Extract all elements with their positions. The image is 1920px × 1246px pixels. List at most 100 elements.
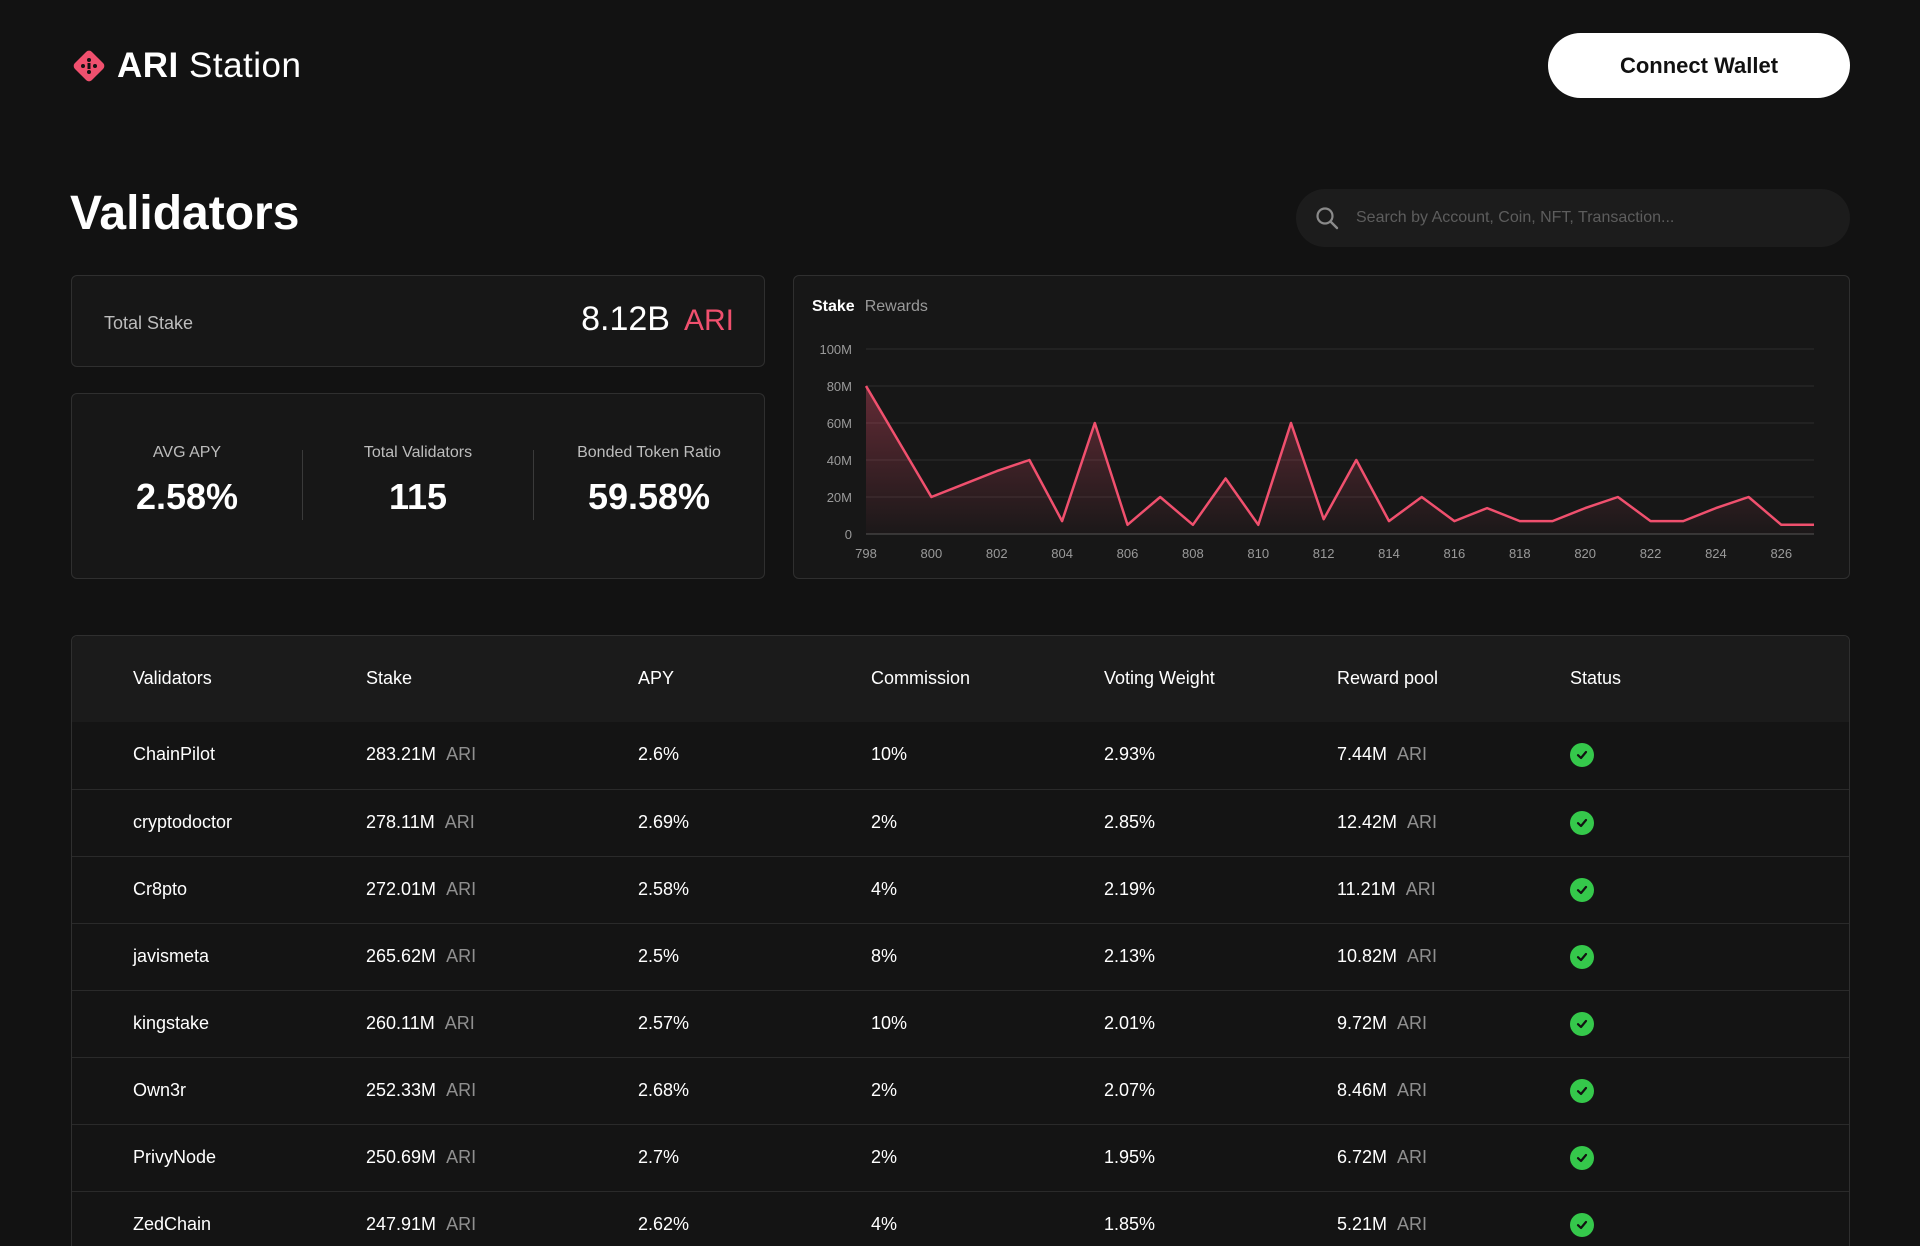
stake-point[interactable] xyxy=(1420,495,1424,499)
cell-validator-name[interactable]: Own3r xyxy=(133,1080,186,1101)
header-apy[interactable]: APY xyxy=(638,668,675,688)
stake-point[interactable] xyxy=(1126,523,1130,527)
cell-commission: 2% xyxy=(871,1147,897,1168)
stake-point[interactable] xyxy=(1027,458,1031,462)
total-stake-unit: ARI xyxy=(683,304,734,337)
table-row[interactable]: cryptodoctor 278.11M ARI 2.69% 2% 2.85% 12.42M… xyxy=(72,789,1849,856)
stake-point[interactable] xyxy=(1812,523,1816,527)
cell-voting-weight: 2.85% xyxy=(1104,812,1155,833)
header-status[interactable]: Status xyxy=(1570,668,1622,688)
cell-commission-value: 2% xyxy=(871,1147,898,1167)
tab-rewards[interactable]: Rewards xyxy=(864,298,928,315)
metric-label: Total Validators xyxy=(363,444,473,461)
stake-point[interactable] xyxy=(897,440,901,444)
stake-point[interactable] xyxy=(1550,519,1554,523)
stake-line xyxy=(864,385,1814,527)
metric-label: Bonded Token Ratio xyxy=(577,444,721,461)
table-row[interactable]: ZedChain 247.91M ARI 2.62% 4% 1.85% 5.21M ARI xyxy=(72,1191,1849,1246)
stake-point[interactable] xyxy=(1583,506,1587,510)
cell-voting-weight: 2.93% xyxy=(1104,744,1155,765)
search-icon xyxy=(1316,207,1339,230)
stake-point[interactable] xyxy=(1060,519,1064,523)
stake-point[interactable] xyxy=(1158,495,1162,499)
stake-point[interactable] xyxy=(1714,506,1718,510)
search-input[interactable] xyxy=(1356,209,1796,227)
cell-validator-name[interactable]: kingstake xyxy=(133,1013,209,1034)
stake-point[interactable] xyxy=(995,469,999,473)
cell-voting-weight: 2.19% xyxy=(1104,879,1155,900)
total-stake-label: Total Stake xyxy=(104,313,194,333)
cell-apy: 2.5% xyxy=(638,946,679,967)
cell-validator-name[interactable]: Cr8pto xyxy=(133,879,187,900)
stake-point[interactable] xyxy=(929,495,933,499)
stake-point[interactable] xyxy=(1387,519,1391,523)
ari-logo-icon xyxy=(73,50,105,82)
stake-point[interactable] xyxy=(1256,523,1260,527)
stake-point[interactable] xyxy=(1354,458,1358,462)
tab-stake[interactable]: Stake xyxy=(812,298,855,315)
metric-avg-apy: AVG APY 2.58% xyxy=(72,444,302,518)
cell-commission: 10% xyxy=(871,744,907,765)
stake-point[interactable] xyxy=(1616,495,1620,499)
stake-point[interactable] xyxy=(1191,523,1195,527)
status-active-icon xyxy=(1570,1146,1594,1170)
stake-point[interactable] xyxy=(864,384,868,388)
cell-reward-pool-value: 12.42M xyxy=(1337,812,1398,832)
stake-point[interactable] xyxy=(1289,421,1293,425)
stake-point[interactable] xyxy=(962,482,966,486)
cell-apy-value: 2.6% xyxy=(638,744,680,764)
header-reward-pool[interactable]: Reward pool xyxy=(1337,668,1439,688)
stake-point[interactable] xyxy=(1747,495,1751,499)
stake-chart-card: 0 20M 40M 60M 80M 100M 798 800 802 804 806 808 810 81… xyxy=(793,275,1850,579)
table-row[interactable]: ChainPilot 283.21M ARI 2.6% 10% 2.93% 7.44M ARI xyxy=(72,722,1849,789)
header-stake[interactable]: Stake xyxy=(366,668,413,688)
cell-reward-pool-value: 10.82M xyxy=(1337,946,1398,966)
cell-validator-name[interactable]: PrivyNode xyxy=(133,1147,216,1168)
cell-stake: 272.01M ARI xyxy=(366,879,476,900)
table-row[interactable]: PrivyNode 250.69M ARI 2.7% 2% 1.95% 6.72M ARI xyxy=(72,1124,1849,1191)
cell-reward-pool-value: 5.21M xyxy=(1337,1214,1388,1234)
cell-validator-name-value: PrivyNode xyxy=(133,1147,217,1167)
stake-point[interactable] xyxy=(1224,477,1228,481)
cell-validator-name[interactable]: javismeta xyxy=(133,946,209,967)
cell-validator-name[interactable]: ZedChain xyxy=(133,1214,211,1235)
brand-logo[interactable]: ARI Station xyxy=(71,46,301,86)
stake-point[interactable] xyxy=(1518,519,1522,523)
cell-validator-name[interactable]: cryptodoctor xyxy=(133,812,232,833)
cell-stake-value: 252.33M xyxy=(366,1080,437,1100)
table-row[interactable]: Own3r 252.33M ARI 2.68% 2% 2.07% 8.46M ARI xyxy=(72,1057,1849,1124)
stake-point[interactable] xyxy=(1093,421,1097,425)
cell-apy-value: 2.62% xyxy=(638,1214,690,1234)
header-commission[interactable]: Commission xyxy=(871,668,971,688)
header-voting-weight[interactable]: Voting Weight xyxy=(1104,668,1215,688)
stake-point[interactable] xyxy=(1452,519,1456,523)
cell-reward-pool-unit: ARI xyxy=(1397,1214,1428,1234)
table-row[interactable]: javismeta 265.62M ARI 2.5% 8% 2.13% 10.82M ARI xyxy=(72,923,1849,990)
cell-validator-name-value: cryptodoctor xyxy=(133,812,233,832)
cell-commission-value: 10% xyxy=(871,1013,908,1033)
table-row[interactable]: Cr8pto 272.01M ARI 2.58% 4% 2.19% 11.21M ARI xyxy=(72,856,1849,923)
search-bar[interactable] xyxy=(1296,189,1850,247)
chart-tabs: Stake Rewards xyxy=(812,298,928,316)
stake-point[interactable] xyxy=(1485,506,1489,510)
cell-commission: 2% xyxy=(871,812,897,833)
metric-divider xyxy=(533,450,534,520)
cell-stake: 260.11M ARI xyxy=(366,1013,475,1034)
y-tick-label: 100M xyxy=(819,342,852,357)
stake-point[interactable] xyxy=(1681,519,1685,523)
connect-wallet-button[interactable]: Connect Wallet xyxy=(1548,33,1850,98)
cell-validator-name[interactable]: ChainPilot xyxy=(133,744,215,765)
status-active-icon xyxy=(1570,1079,1594,1103)
table-body: ChainPilot 283.21M ARI 2.6% 10% 2.93% 7.44M ARI… xyxy=(72,722,1849,1246)
cell-stake-value: 283.21M xyxy=(366,744,437,764)
cell-stake-value: 250.69M xyxy=(366,1147,437,1167)
x-tick-label: 822 xyxy=(1640,546,1662,561)
cell-reward-pool-unit: ARI xyxy=(1405,879,1436,899)
stake-chart: 0 20M 40M 60M 80M 100M 798 800 802 804 806 808 810 81… xyxy=(819,342,1816,561)
header-validators[interactable]: Validators xyxy=(133,668,212,688)
stake-point[interactable] xyxy=(1322,517,1326,521)
stake-point[interactable] xyxy=(1649,519,1653,523)
cell-reward-pool: 7.44M ARI xyxy=(1337,744,1427,765)
table-row[interactable]: kingstake 260.11M ARI 2.57% 10% 2.01% 9.72M ARI xyxy=(72,990,1849,1057)
stake-point[interactable] xyxy=(1779,523,1783,527)
